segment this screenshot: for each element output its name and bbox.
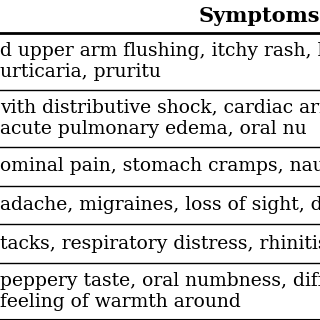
- Text: peppery taste, oral numbness, diffic
feeling of warmth around: peppery taste, oral numbness, diffic fee…: [0, 272, 320, 311]
- Text: ominal pain, stomach cramps, nau: ominal pain, stomach cramps, nau: [0, 157, 320, 175]
- Text: tacks, respiratory distress, rhinitis,: tacks, respiratory distress, rhinitis,: [0, 235, 320, 252]
- Text: d upper arm flushing, itchy rash, h
urticaria, pruritu: d upper arm flushing, itchy rash, h urti…: [0, 42, 320, 81]
- Text: vith distributive shock, cardiac arrh
acute pulmonary edema, oral nu: vith distributive shock, cardiac arrh ac…: [0, 99, 320, 138]
- Text: Symptoms: Symptoms: [198, 6, 320, 27]
- Text: adache, migraines, loss of sight, diz: adache, migraines, loss of sight, diz: [0, 196, 320, 214]
